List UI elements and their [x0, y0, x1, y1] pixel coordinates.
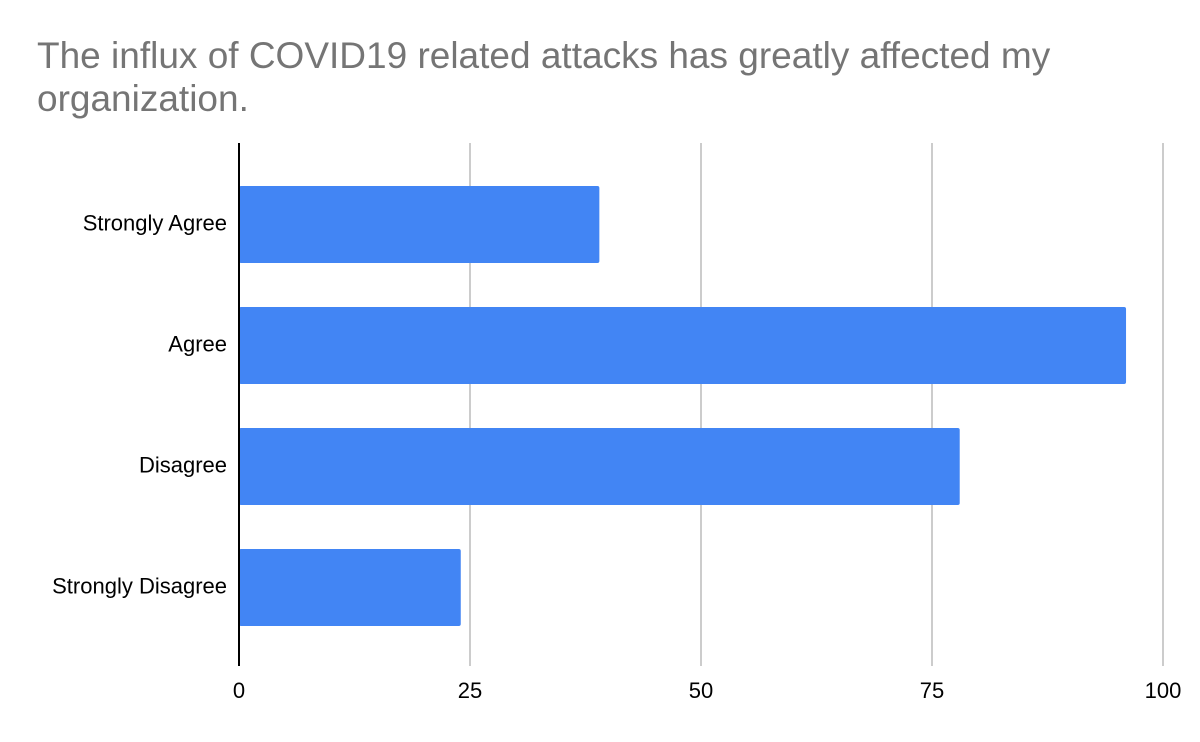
bar-layer	[239, 186, 1127, 626]
category-label: Strongly Agree	[83, 210, 227, 235]
bar	[239, 428, 960, 505]
x-tick-label: 0	[233, 678, 245, 703]
x-tick-label: 50	[689, 678, 713, 703]
category-label: Agree	[168, 331, 227, 356]
chart-title: The influx of COVID19 related attacks ha…	[37, 35, 1051, 119]
x-tick-label: 75	[920, 678, 944, 703]
bar	[239, 186, 600, 263]
category-label: Strongly Disagree	[52, 573, 227, 598]
x-tick-label: 100	[1145, 678, 1182, 703]
bar	[239, 307, 1127, 384]
bar	[239, 549, 461, 626]
x-tick-label: 25	[458, 678, 482, 703]
category-label: Disagree	[139, 452, 227, 477]
label-layer: 0 25 50 75 100 Strongly Agree Agree Disagree Str…	[52, 210, 1181, 703]
